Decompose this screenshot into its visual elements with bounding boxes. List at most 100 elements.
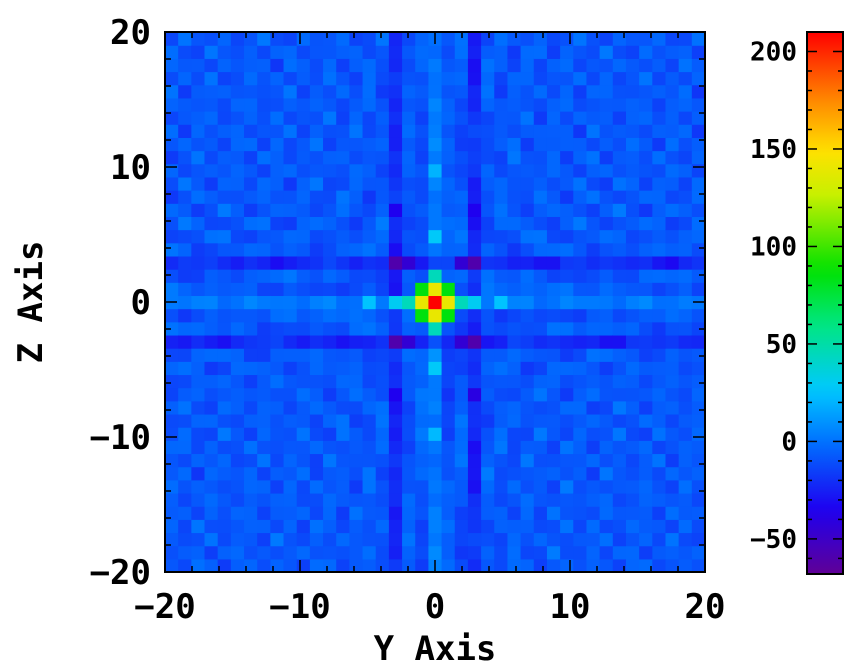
heatmap-cell	[573, 453, 588, 468]
heatmap-cell	[375, 242, 390, 257]
heatmap-cell	[639, 374, 653, 389]
heatmap-cell	[375, 111, 390, 125]
heatmap-cell	[296, 150, 311, 165]
heatmap-cell	[467, 453, 482, 468]
heatmap-cell	[533, 519, 548, 534]
heatmap-cell	[599, 242, 614, 257]
heatmap-cell	[665, 361, 680, 376]
heatmap-cell	[691, 45, 706, 59]
heatmap-cell	[546, 400, 561, 415]
heatmap-cell	[599, 255, 614, 270]
heatmap-cell	[639, 334, 653, 349]
heatmap-cell	[296, 295, 311, 310]
heatmap-cell	[309, 361, 324, 376]
heatmap-cell	[415, 413, 430, 428]
heatmap-cell	[178, 111, 192, 125]
heatmap-cell	[230, 176, 245, 191]
heatmap-cell	[217, 466, 232, 481]
heatmap-cell	[178, 255, 192, 270]
heatmap-cell	[296, 492, 311, 507]
heatmap-cell	[375, 519, 390, 534]
heatmap-cell	[507, 282, 522, 297]
heatmap-cell	[283, 295, 298, 310]
heatmap-cell	[283, 479, 298, 494]
heatmap-cell	[230, 97, 245, 112]
heatmap-cell	[507, 453, 522, 468]
heatmap-cell	[217, 137, 232, 152]
heatmap-cell	[546, 282, 561, 297]
heatmap-cell	[546, 348, 561, 362]
heatmap-cell	[573, 111, 588, 125]
heatmap-cell	[402, 269, 416, 283]
heatmap-cell	[625, 321, 640, 336]
heatmap-cell	[612, 479, 627, 494]
heatmap-cell	[481, 32, 495, 46]
heatmap-cell	[217, 163, 232, 178]
heatmap-cell	[639, 45, 653, 59]
heatmap-cell	[612, 453, 627, 468]
heatmap-cell	[599, 413, 614, 428]
heatmap-cell	[283, 506, 298, 520]
heatmap-cell	[665, 545, 680, 560]
heatmap-cell	[230, 242, 245, 257]
heatmap-cell	[336, 453, 350, 468]
heatmap-cell	[546, 308, 561, 323]
heatmap-cell	[467, 519, 482, 534]
heatmap-cell	[388, 348, 403, 362]
heatmap-cell	[309, 97, 324, 112]
heatmap-cell	[428, 466, 443, 481]
heatmap-cell	[191, 374, 206, 389]
heatmap-cell	[678, 163, 693, 178]
heatmap-cell	[494, 492, 509, 507]
heatmap-cell	[191, 295, 206, 310]
heatmap-cell	[415, 453, 430, 468]
heatmap-cell	[560, 45, 574, 59]
heatmap-cell	[428, 506, 443, 520]
heatmap-cell	[533, 506, 548, 520]
heatmap-cell	[533, 229, 548, 244]
heatmap-cell	[494, 453, 509, 468]
heatmap-cell	[507, 334, 522, 349]
heatmap-cell	[283, 532, 298, 547]
heatmap-cell	[454, 295, 469, 310]
heatmap-cell	[296, 190, 311, 204]
heatmap-cell	[599, 387, 614, 402]
heatmap-cell	[415, 45, 430, 59]
heatmap-cell	[612, 519, 627, 534]
heatmap-cell	[428, 71, 443, 86]
heatmap-cell	[191, 282, 206, 297]
heatmap-cell	[428, 45, 443, 59]
heatmap-cell	[612, 242, 627, 257]
heatmap-cell	[481, 532, 495, 547]
heatmap-cell	[586, 466, 601, 481]
heatmap-cell	[283, 308, 298, 323]
heatmap-cell	[467, 58, 482, 73]
heatmap-cell	[428, 124, 443, 138]
heatmap-cell	[428, 216, 443, 231]
heatmap-cell	[349, 111, 364, 125]
heatmap-cell	[428, 176, 443, 191]
heatmap-cell	[428, 519, 443, 534]
heatmap-cell	[283, 124, 298, 138]
heatmap-cell	[336, 413, 350, 428]
heatmap-cell	[375, 348, 390, 362]
heatmap-cell	[428, 427, 443, 441]
heatmap-cell	[323, 190, 337, 204]
heatmap-cell	[257, 255, 271, 270]
heatmap-cell	[467, 84, 482, 99]
heatmap-cell	[428, 348, 443, 362]
heatmap-cell	[296, 163, 311, 178]
heatmap-cell	[467, 229, 482, 244]
heatmap-cell	[296, 242, 311, 257]
heatmap-cell	[652, 282, 667, 297]
heatmap-cell	[441, 45, 456, 59]
heatmap-cell	[441, 97, 456, 112]
heatmap-cell	[270, 558, 285, 573]
heatmap-cell	[375, 45, 390, 59]
heatmap-cell	[309, 163, 324, 178]
heatmap-cell	[691, 492, 706, 507]
heatmap-cell	[349, 216, 364, 231]
heatmap-cell	[454, 387, 469, 402]
heatmap-cell	[257, 111, 271, 125]
heatmap-cell	[165, 479, 179, 494]
